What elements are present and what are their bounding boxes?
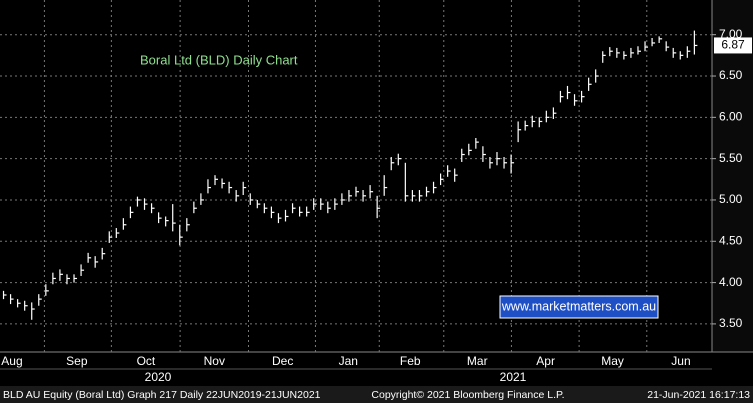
right-axis-area <box>712 0 753 352</box>
x-tick-label: Sep <box>66 354 88 368</box>
year-label: 2021 <box>500 370 527 384</box>
x-tick-label: Nov <box>204 354 225 368</box>
x-tick-label: May <box>601 354 624 368</box>
watermark: www.marketmatters.com.au <box>501 299 656 313</box>
x-tick-label: Jan <box>339 354 358 368</box>
footer-bar <box>0 386 753 403</box>
footer-center: Copyright© 2021 Bloomberg Finance L.P. <box>371 389 564 401</box>
y-tick-label: 4.50 <box>719 233 743 247</box>
y-tick-label: 6.50 <box>719 68 743 82</box>
y-tick-label: 6.00 <box>719 110 743 124</box>
last-price-box <box>714 37 752 54</box>
watermark-box <box>499 295 659 319</box>
x-tick-label: Oct <box>137 354 156 368</box>
chart-title: Boral Ltd (BLD) Daily Chart <box>140 52 298 67</box>
footer-left: BLD AU Equity (Boral Ltd) Graph 217 Dail… <box>3 389 321 401</box>
y-tick-label: 5.50 <box>719 151 743 165</box>
y-tick-label: 4.00 <box>719 275 743 289</box>
x-tick-label: Mar <box>467 354 488 368</box>
x-tick-label: Apr <box>536 354 555 368</box>
year-label: 2020 <box>145 370 172 384</box>
x-tick-label: Dec <box>272 354 293 368</box>
x-tick-label: Feb <box>400 354 421 368</box>
y-tick-label: 5.00 <box>719 192 743 206</box>
footer-right: 21-Jun-2021 16:17:13 <box>647 389 750 401</box>
x-tick-label: Aug <box>1 354 22 368</box>
last-price-label: 6.87 <box>721 38 745 52</box>
y-tick-label: 7.00 <box>719 27 743 41</box>
y-tick-label: 3.50 <box>719 316 743 330</box>
x-tick-label: Jun <box>671 354 690 368</box>
